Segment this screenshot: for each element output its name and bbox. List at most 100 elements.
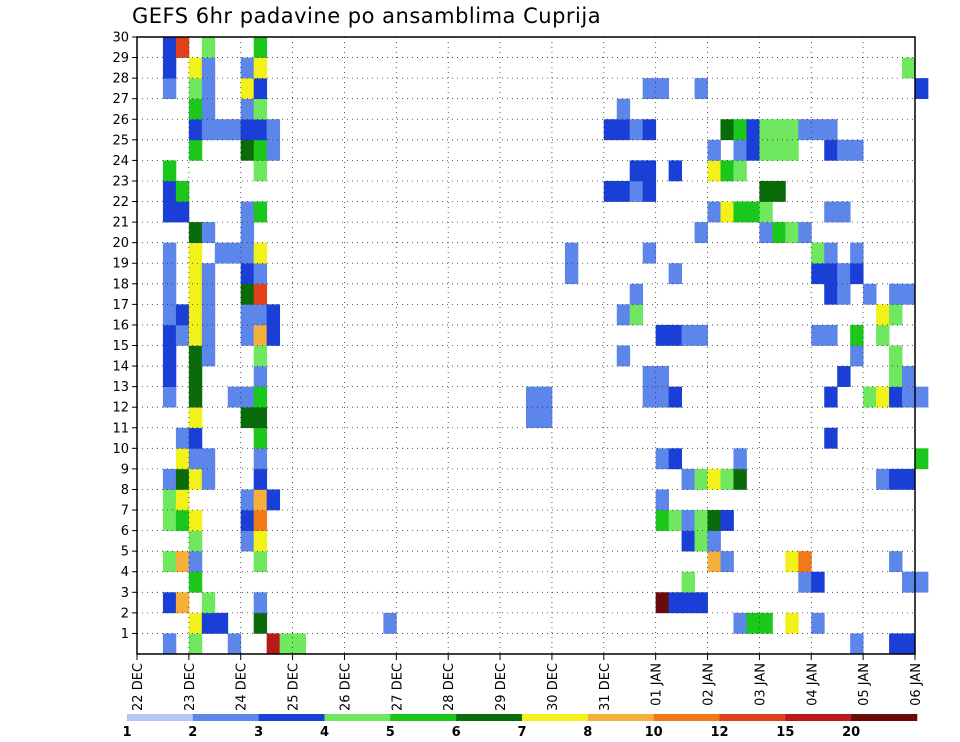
heatmap-cell [655, 592, 670, 614]
heatmap-cell [253, 386, 268, 408]
heatmap-cell [772, 222, 786, 243]
heatmap-cell [850, 263, 864, 285]
heatmap-cell [811, 571, 825, 593]
y-tick-label: 18 [112, 277, 129, 292]
heatmap-cell [902, 468, 916, 490]
heatmap-cell [240, 222, 255, 243]
heatmap-cell [201, 612, 216, 634]
y-tick-label: 15 [112, 339, 129, 354]
y-tick-label: 23 [112, 174, 129, 189]
heatmap-cell [902, 57, 916, 79]
heatmap-cell [863, 386, 877, 408]
heatmap-cell [162, 592, 177, 614]
heatmap-cell [188, 242, 203, 264]
heatmap-cell [240, 283, 255, 305]
heatmap-cell [668, 386, 682, 408]
heatmap-cell [681, 530, 695, 552]
heatmap-cell [707, 551, 721, 573]
heatmap-cell [837, 139, 851, 161]
heatmap-cell [889, 345, 903, 367]
heatmap-cell [824, 263, 838, 285]
y-tick-label: 19 [112, 257, 129, 272]
y-tick-label: 30 [112, 31, 129, 46]
colorbar-segment [785, 714, 852, 721]
y-tick-label: 1 [121, 627, 129, 642]
heatmap-cell [785, 119, 799, 141]
heatmap-cell [629, 304, 644, 326]
heatmap-cell [253, 78, 268, 99]
heatmap-cell [902, 633, 916, 655]
heatmap-cell [668, 510, 682, 531]
colorbar-label: 5 [386, 725, 395, 740]
heatmap-cell [655, 78, 670, 99]
heatmap-cell [188, 139, 203, 161]
heatmap-cell [733, 160, 747, 182]
heatmap-cell [850, 139, 864, 161]
heatmap-cell [798, 222, 812, 243]
heatmap-cell [201, 263, 216, 285]
colorbar-segment [587, 714, 654, 721]
heatmap-cell [707, 468, 721, 490]
y-tick-label: 29 [112, 51, 129, 66]
y-tick-label: 13 [112, 380, 129, 395]
chart-title: GEFS 6hr padavine po ansamblima Cuprija [132, 4, 602, 28]
heatmap-cell [915, 386, 929, 408]
heatmap-cell [253, 530, 268, 552]
heatmap-cell [253, 119, 268, 141]
heatmap-cell [564, 263, 579, 285]
heatmap-cell [837, 201, 851, 223]
heatmap-cell [616, 180, 631, 202]
heatmap-cell [188, 530, 203, 552]
x-tick-label: 31 DEC [598, 663, 613, 711]
heatmap-cell [162, 160, 177, 182]
heatmap-cell [694, 222, 708, 243]
heatmap-cell [655, 366, 670, 387]
heatmap-cell [642, 180, 657, 202]
heatmap-cell [811, 242, 825, 264]
heatmap-cell [188, 57, 203, 79]
heatmap-cell [175, 510, 190, 531]
heatmap-cell [824, 324, 838, 346]
y-tick-label: 28 [112, 72, 129, 87]
heatmap-cell [655, 324, 670, 346]
heatmap-cell [201, 592, 216, 614]
colorbar-segment [851, 714, 918, 721]
y-tick-label: 21 [112, 216, 129, 231]
heatmap-cell [915, 571, 929, 593]
heatmap-cell [655, 448, 670, 470]
heatmap-cell [240, 324, 255, 346]
heatmap-cell [655, 386, 670, 408]
heatmap-cell [240, 119, 255, 141]
heatmap-cell [188, 345, 203, 367]
x-tick-label: 03 JAN [753, 663, 768, 706]
heatmap-cell [162, 263, 177, 285]
heatmap-cell [201, 345, 216, 367]
heatmap-cell [902, 366, 916, 387]
heatmap-cell [240, 57, 255, 79]
heatmap-cell [240, 98, 255, 120]
heatmap-cell [681, 468, 695, 490]
heatmap-cell [253, 242, 268, 264]
heatmap-cell [759, 180, 773, 202]
heatmap-cell [188, 366, 203, 387]
heatmap-cell [253, 98, 268, 120]
heatmap-cell [642, 366, 657, 387]
heatmap-cell [694, 592, 708, 614]
heatmap-cell [564, 242, 579, 264]
heatmap-cell [603, 119, 618, 141]
heatmap-cell [824, 283, 838, 305]
heatmap-cell [188, 468, 203, 490]
heatmap-cell [162, 242, 177, 264]
heatmap-cell [889, 304, 903, 326]
heatmap-cell [201, 283, 216, 305]
heatmap-cell [811, 119, 825, 141]
heatmap-cell [162, 510, 177, 531]
heatmap-cell [175, 201, 190, 223]
heatmap-cell [188, 510, 203, 531]
heatmap-cell [188, 263, 203, 285]
heatmap-cell [253, 283, 268, 305]
colorbar-segment [324, 714, 391, 721]
y-tick-label: 16 [112, 318, 129, 333]
heatmap-cell [188, 386, 203, 408]
heatmap-cell [785, 551, 799, 573]
